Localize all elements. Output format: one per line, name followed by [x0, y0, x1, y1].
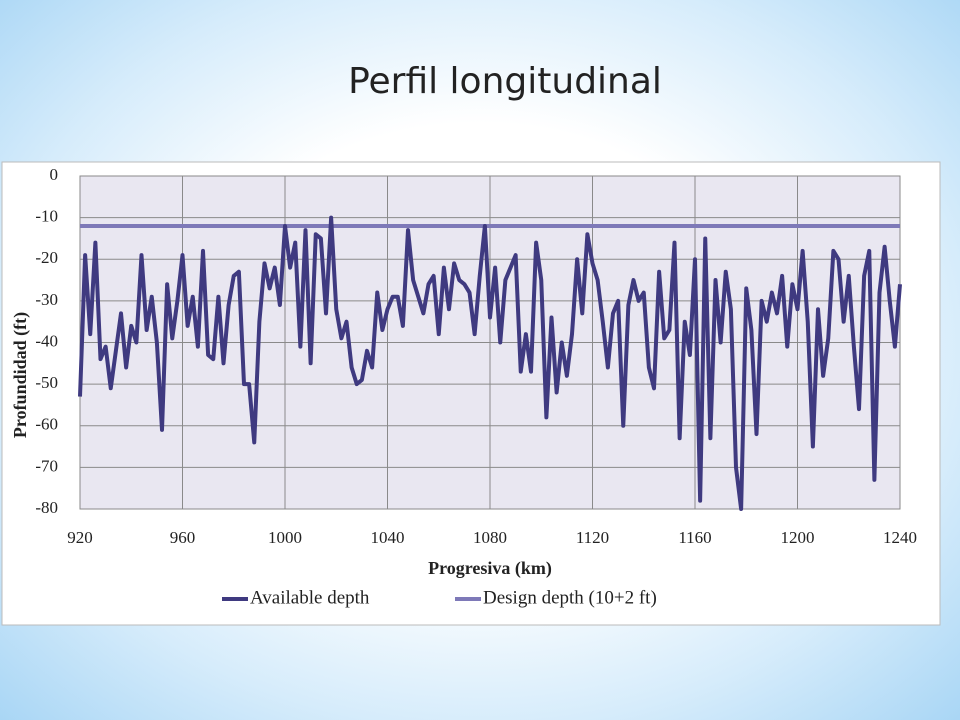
- x-tick-label: 1200: [781, 528, 815, 547]
- y-tick-label: -30: [35, 290, 58, 309]
- series-line: [78, 215, 902, 511]
- y-tick-label: 0: [50, 165, 59, 184]
- y-tick-label: -60: [35, 415, 58, 434]
- y-tick-label: -80: [35, 498, 58, 517]
- marks: [78, 215, 902, 511]
- x-tick-label: 960: [170, 528, 196, 547]
- y-tick-label: -70: [35, 456, 58, 475]
- legend: Available depth Design depth (10+2 ft): [222, 587, 657, 608]
- y-axis-title: Profundidad (ft): [10, 312, 31, 438]
- x-tick-label: 920: [67, 528, 93, 547]
- x-axis-title: Progresiva (km): [428, 558, 552, 579]
- x-tick-label: 1160: [678, 528, 711, 547]
- x-tick-label: 1240: [883, 528, 917, 547]
- grid: 0 -10 -20 -30 -40 -50 -60 -70 -80 920 960 1000 1040 1…: [35, 165, 917, 547]
- x-tick-label: 1040: [371, 528, 405, 547]
- legend-label: Design depth (10+2 ft): [483, 587, 657, 608]
- y-tick-label: -20: [35, 248, 58, 267]
- x-tick-label: 1120: [576, 528, 609, 547]
- y-tick-label: -40: [35, 331, 58, 350]
- y-tick-label: -10: [35, 207, 58, 226]
- legend-label: Available depth: [250, 587, 370, 608]
- slide-title: Perfil longitudinal: [348, 61, 662, 102]
- x-tick-label: 1000: [268, 528, 302, 547]
- x-tick-label: 1080: [473, 528, 507, 547]
- y-tick-label: -50: [35, 373, 58, 392]
